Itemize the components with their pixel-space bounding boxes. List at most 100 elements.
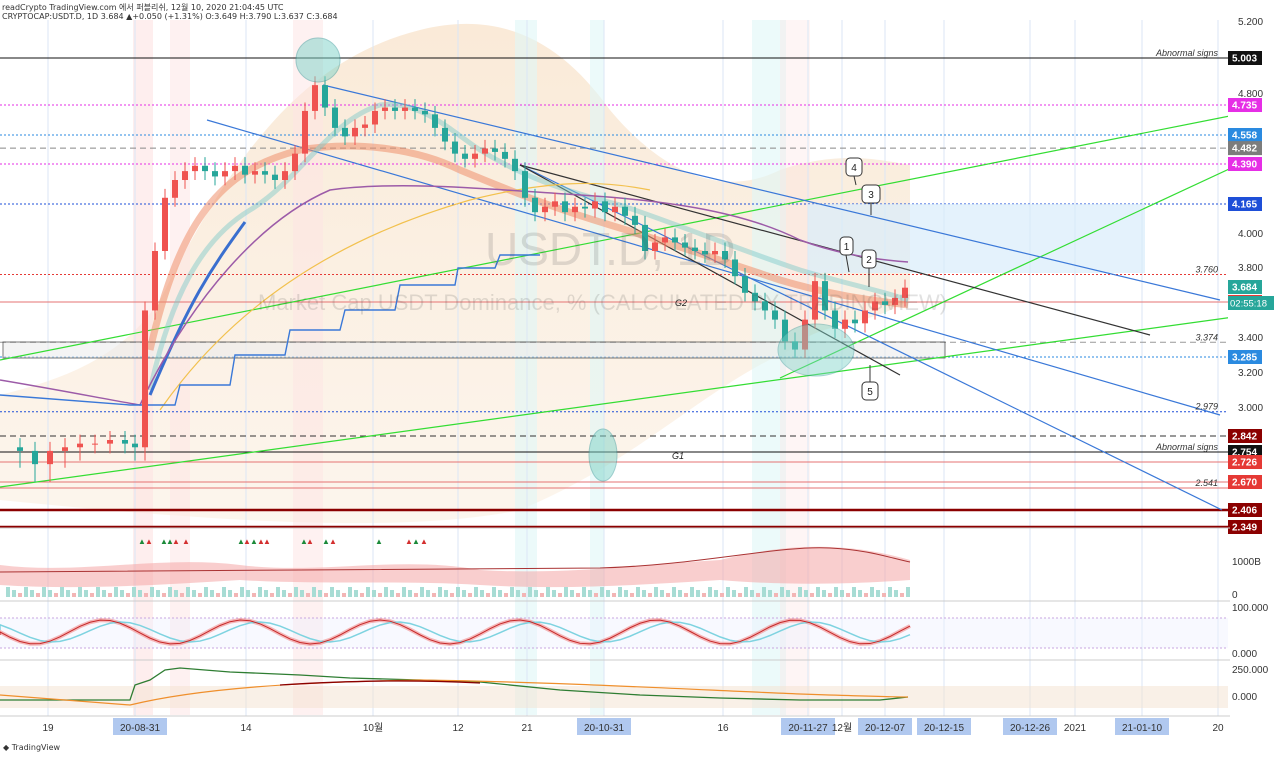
candle-body [262, 171, 268, 175]
volume-bar [540, 593, 544, 597]
candle-body [792, 341, 798, 350]
volume-bar [54, 593, 58, 597]
candle-body [332, 107, 338, 128]
volume-bar [852, 587, 856, 597]
volume-bar [414, 593, 418, 597]
volume-signal-marker: ▲ [375, 537, 383, 546]
level-label: 2.541 [1194, 478, 1218, 488]
volume-bar [6, 587, 10, 597]
level-label: 3.374 [1195, 332, 1218, 342]
volume-bar [660, 590, 664, 597]
volume-signal-marker: ▲ [160, 537, 168, 546]
price-tick: 5.200 [1238, 17, 1263, 28]
price-label: 2.726 [1232, 458, 1257, 469]
candle-body [17, 447, 23, 451]
volume-bar [780, 587, 784, 597]
candle-body [572, 206, 578, 213]
callout-1: 1 [839, 236, 854, 273]
volume-bar [486, 593, 490, 597]
volume-bar [294, 587, 298, 597]
background-bands [0, 20, 910, 715]
tradingview-logo[interactable]: ◆ TradingView [3, 743, 61, 752]
price-label-box [1228, 197, 1262, 211]
g1-label: G1 [672, 451, 684, 461]
target-zone-box [808, 204, 1145, 273]
volume-bar [696, 590, 700, 597]
candle-body [692, 247, 698, 251]
price-label-box [1228, 475, 1262, 489]
price-label: 4.558 [1232, 131, 1257, 142]
price-label-box [1228, 98, 1262, 113]
volume-bar [882, 593, 886, 597]
volume-bar [702, 593, 706, 597]
price-label: 2.670 [1232, 478, 1257, 489]
volume-bar [510, 587, 514, 597]
svg-text:2: 2 [866, 255, 872, 266]
volume-bar [432, 593, 436, 597]
candle-body [752, 292, 758, 302]
callout-5: 5 [861, 365, 879, 401]
price-label-box [1228, 128, 1262, 142]
candle-body [482, 148, 488, 154]
candle-body [352, 127, 358, 137]
volume-bar [126, 593, 130, 597]
price-label-box [1228, 51, 1262, 65]
volume-bar [756, 593, 760, 597]
volume-bar [582, 587, 586, 597]
time-tick: 20-08-31 [120, 723, 160, 734]
volume-bar [372, 590, 376, 597]
volume-bar [192, 590, 196, 597]
volume-bar [792, 593, 796, 597]
volume-bar [24, 587, 28, 597]
volume-bar [666, 593, 670, 597]
volume-bar [888, 587, 892, 597]
volume-bar [282, 590, 286, 597]
candle-body [712, 251, 718, 255]
candle-body [742, 276, 748, 293]
price-label-box [1228, 141, 1262, 156]
volume-signal-marker: ▲ [166, 537, 174, 546]
time-label-box [1003, 718, 1057, 735]
volume-bar [570, 590, 574, 597]
candle-body [162, 197, 168, 251]
volume-bar [750, 590, 754, 597]
price-label-box [1228, 503, 1262, 517]
volume-bar [66, 590, 70, 597]
volume-signal-marker: ▲ [237, 537, 245, 546]
candle-body [77, 443, 83, 448]
volume-bar [396, 593, 400, 597]
volume-bar [390, 590, 394, 597]
volume-bar [216, 593, 220, 597]
volume-bar [42, 587, 46, 597]
volume-bar [186, 587, 190, 597]
volume-bar [156, 590, 160, 597]
candle-body [512, 158, 518, 172]
candle-body [492, 148, 498, 152]
volume-bar [324, 593, 328, 597]
candle-body [32, 450, 38, 465]
volume-signal-marker: ▲ [405, 537, 413, 546]
candle-body [322, 85, 328, 108]
price-label: 4.482 [1232, 144, 1257, 155]
volume-signal-marker: ▲ [138, 537, 146, 546]
candle-body [242, 165, 248, 175]
callout-labels: 1 2 3 4 5 G1 G2 [672, 157, 881, 461]
volume-bar [564, 587, 568, 597]
vertical-grid [47, 20, 1219, 716]
level-label: 2.979 [1194, 402, 1218, 412]
volume-bar [180, 593, 184, 597]
time-axis[interactable]: 19 20-08-31 14 10월 12 21 20-10-31 16 20-11-27 12월… [42, 718, 1224, 735]
oscillator-pane [0, 617, 1228, 649]
price-tick: 4.800 [1238, 89, 1263, 100]
volume-bar [906, 587, 910, 597]
volume-bar [48, 590, 52, 597]
svg-text:4: 4 [851, 163, 857, 174]
price-label-box [1228, 350, 1262, 364]
volume-bar [366, 587, 370, 597]
price-axis[interactable]: 5.200 4.800 4.000 3.800 3.400 3.200 3.000 5.003… [1228, 17, 1280, 728]
countdown-box [1228, 296, 1274, 310]
volume-bar [84, 590, 88, 597]
symbol-ohlc-legend[interactable]: CRYPTOCAP:USDT.D, 1D 3.684 ▲+0.050 (+1.3… [2, 12, 338, 21]
volume-bar [246, 590, 250, 597]
